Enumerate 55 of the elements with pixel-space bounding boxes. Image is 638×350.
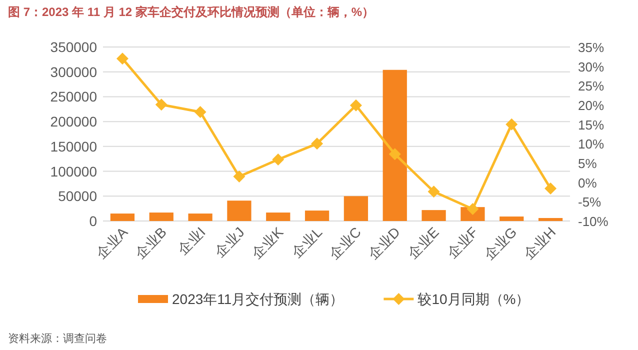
point xyxy=(116,52,128,65)
bar xyxy=(304,210,330,221)
bar xyxy=(538,218,563,221)
y-tick-label: 150000 xyxy=(50,138,98,154)
x-tick-label: 企业K xyxy=(248,223,287,262)
x-tick-label: 企业C xyxy=(326,224,364,262)
bar xyxy=(422,210,446,221)
point xyxy=(506,118,518,130)
legend-label: 2023年11月交付预测（辆） xyxy=(172,291,344,307)
point xyxy=(272,154,284,166)
y2-tick-label: 30% xyxy=(578,59,604,74)
y-tick-label: 250000 xyxy=(50,88,98,105)
x-tick-label: 企业E xyxy=(404,224,442,262)
y2-tick-label: 5% xyxy=(578,156,598,171)
y2-tick-label: 0% xyxy=(578,175,598,190)
point xyxy=(233,170,246,183)
point xyxy=(544,182,557,195)
bar xyxy=(382,70,407,221)
bar xyxy=(500,216,524,221)
point xyxy=(194,106,206,118)
y-tick-label: 200000 xyxy=(50,114,98,130)
y2-tick-label: 15% xyxy=(578,117,604,132)
point xyxy=(388,148,401,160)
y2-tick-label: -10% xyxy=(578,214,609,229)
x-tick-label: 企业B xyxy=(132,224,170,262)
legend-label: 较10月同期（%） xyxy=(418,291,530,307)
y-tick-label: 350000 xyxy=(50,39,98,55)
y-tick-label: 50000 xyxy=(58,188,98,204)
point xyxy=(428,186,440,198)
bar xyxy=(344,196,368,221)
point xyxy=(350,99,362,112)
bar xyxy=(149,212,174,221)
x-tick-label: 企业D xyxy=(364,224,403,262)
bar xyxy=(227,200,252,221)
x-tick-label: 企业I xyxy=(174,224,208,258)
title: 图 7：2023 年 11 月 12 家车企交付及环比情况预测（单位：辆，%） xyxy=(8,5,374,19)
x-tick-label: 企业H xyxy=(520,224,559,262)
bar xyxy=(188,214,212,221)
y-tick-label: 0 xyxy=(89,213,98,229)
y2-tick-label: 20% xyxy=(578,98,604,113)
bar xyxy=(110,214,135,221)
point xyxy=(155,98,168,111)
y2-tick-label: -5% xyxy=(578,194,602,210)
point xyxy=(311,138,324,150)
y-tick-label: 300000 xyxy=(50,64,98,80)
y2-tick-label: 35% xyxy=(578,40,604,55)
y2-tick-label: 25% xyxy=(578,78,604,94)
x-tick-label: 企业L xyxy=(288,224,326,260)
y-tick-label: 100000 xyxy=(50,163,98,180)
x-tick-label: 企业J xyxy=(211,224,248,260)
bar xyxy=(266,212,290,221)
text: 资料来源：调查问卷 xyxy=(8,332,107,345)
y2-tick-label: 10% xyxy=(578,136,604,152)
x-tick-label: 企业G xyxy=(480,224,520,263)
x-tick-label: 企业F xyxy=(444,224,481,261)
